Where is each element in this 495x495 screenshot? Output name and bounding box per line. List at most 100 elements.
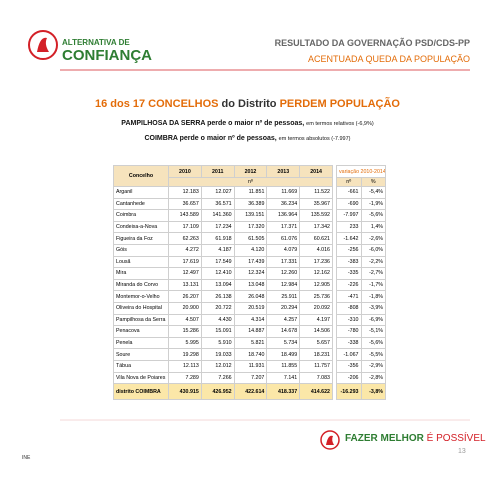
table-row: Penela 5.995 5.910 5.821 5.734 5.657 <box>113 336 333 350</box>
row-label: Arganil <box>113 186 169 199</box>
cell: 17.109 <box>168 220 202 234</box>
cell: 139.151 <box>233 209 268 222</box>
cell: 1,4% <box>360 220 386 234</box>
cell: -3,9% <box>360 301 386 315</box>
cell: 7.207 <box>233 371 268 385</box>
row-label: Penacova <box>113 325 169 338</box>
cell: 19.298 <box>168 348 202 361</box>
cell: 18.740 <box>233 348 268 361</box>
table-row: -690 -1,9% <box>336 197 386 211</box>
cell: 426.952 <box>200 383 235 401</box>
header-cell: % <box>360 177 386 187</box>
cell: 4.507 <box>168 313 202 327</box>
cell: 11.851 <box>233 186 268 199</box>
table-row: Oliveira do Hospital 20.900 20.722 20.519 20… <box>113 301 333 315</box>
cell: 7.141 <box>266 371 301 385</box>
cell: 5.734 <box>266 336 301 350</box>
cell: 17.439 <box>233 255 268 269</box>
title: 16 dos 17 CONCELHOS do Distrito PERDEM P… <box>0 98 495 110</box>
cell: 13.048 <box>233 278 268 292</box>
table-row: Coimbra 143.589 141.360 139.151 136.964 135.5… <box>113 209 333 222</box>
cell: 26.138 <box>200 290 235 303</box>
table-row: Figueira da Foz 62.263 61.918 61.505 61.076 6… <box>113 232 333 245</box>
logo-line2: CONFIANÇA <box>62 47 152 64</box>
table-row: -661 -5,4% <box>336 186 386 199</box>
cell: 17.619 <box>168 255 202 269</box>
table-row: -335 -2,7% <box>336 267 386 280</box>
cell: 17.331 <box>266 255 301 269</box>
row-label: distrito COIMBRA <box>113 383 169 401</box>
cell: -1,9% <box>360 197 386 211</box>
cell: 17.342 <box>299 220 333 234</box>
cell: 418.337 <box>266 383 301 401</box>
cell: 15.091 <box>200 325 235 338</box>
cell: 135.592 <box>299 209 333 222</box>
cell: 5.995 <box>168 336 202 350</box>
cell: 20.092 <box>299 301 333 315</box>
cell: -16.293 <box>336 383 362 401</box>
table-row: -338 -5,6% <box>336 336 386 350</box>
cell: 136.964 <box>266 209 301 222</box>
cell: 12.497 <box>168 267 202 280</box>
cell: -6,0% <box>360 243 386 257</box>
cell: -5,5% <box>360 348 386 361</box>
table-row: Penacova 15.286 15.091 14.887 14.678 14.506 <box>113 325 333 338</box>
cell: 20.294 <box>266 301 301 315</box>
cell: -226 <box>336 278 362 292</box>
cell: 12.905 <box>299 278 333 292</box>
table-row: Góis 4.272 4.187 4.120 4.079 4.016 <box>113 243 333 257</box>
cell: 12.183 <box>168 186 202 199</box>
cell: 19.033 <box>200 348 235 361</box>
cell: 12.162 <box>299 267 333 280</box>
cell: -1.067 <box>336 348 362 361</box>
footer-logo-mark <box>326 435 334 445</box>
cell: 36.657 <box>168 197 202 211</box>
cell: -5,1% <box>360 325 386 338</box>
cell: -5,6% <box>360 336 386 350</box>
header-cell: 2012 <box>233 165 268 178</box>
table-row: Mira 12.497 12.410 12.324 12.260 12.162 <box>113 267 333 280</box>
cell: 4.016 <box>299 243 333 257</box>
cell: -808 <box>336 301 362 315</box>
table-row: -471 -1,8% <box>336 290 386 303</box>
cell: -206 <box>336 371 362 385</box>
row-label: Soure <box>113 348 169 361</box>
subtitle-normal: em termos relativos (-6,9%) <box>306 121 374 127</box>
cell: 7.266 <box>200 371 235 385</box>
table-row: Pampilhosa da Serra 4.507 4.430 4.314 4.257 4… <box>113 313 333 327</box>
cell: -383 <box>336 255 362 269</box>
cell: 5.657 <box>299 336 333 350</box>
cell: 17.236 <box>299 255 333 269</box>
cell: -471 <box>336 290 362 303</box>
cell: 4.187 <box>200 243 235 257</box>
cell: 4.079 <box>266 243 301 257</box>
table-row: -310 -6,9% <box>336 313 386 327</box>
cell: -338 <box>336 336 362 350</box>
cell: 11.931 <box>233 359 268 373</box>
cell: 13.094 <box>200 278 235 292</box>
subtitle-bold: COIMBRA perde o maior nº de pessoas, <box>144 135 277 142</box>
cell: 20.519 <box>233 301 268 315</box>
cell: 11.522 <box>299 186 333 199</box>
cell: 26.207 <box>168 290 202 303</box>
cell: 141.360 <box>200 209 235 222</box>
header-right-1: RESULTADO DA GOVERNAÇÃO PSD/CDS-PP <box>274 38 470 48</box>
cell: 14.887 <box>233 325 268 338</box>
variation-table: variação 2010-2014 nº% -661 -5,4% -690 -1,9… <box>336 165 386 401</box>
subtitle-bold: PAMPILHOSA DA SERRA perde o maior nº de … <box>121 120 305 127</box>
table-row: Condeixa-a-Nova 17.109 17.234 17.320 17.371 1… <box>113 220 333 234</box>
header-cell: 2011 <box>200 165 235 178</box>
header-cell: 2010 <box>168 165 202 178</box>
row-label: Vila Nova de Poiares <box>113 371 169 385</box>
table-row: -16.293 -3,8% <box>336 383 386 401</box>
slogan: FAZER MELHOR É POSSÍVEL <box>345 433 486 444</box>
row-label: Figueira da Foz <box>113 232 169 245</box>
subtitle: COIMBRA perde o maior nº de pessoas, em … <box>0 135 495 142</box>
cell: -1.642 <box>336 232 362 245</box>
cell: 25.736 <box>299 290 333 303</box>
cell: 14.506 <box>299 325 333 338</box>
cell: 18.499 <box>266 348 301 361</box>
subtitle-normal: em termos absolutos (-7.997) <box>278 136 351 142</box>
cell: 4.257 <box>266 313 301 327</box>
